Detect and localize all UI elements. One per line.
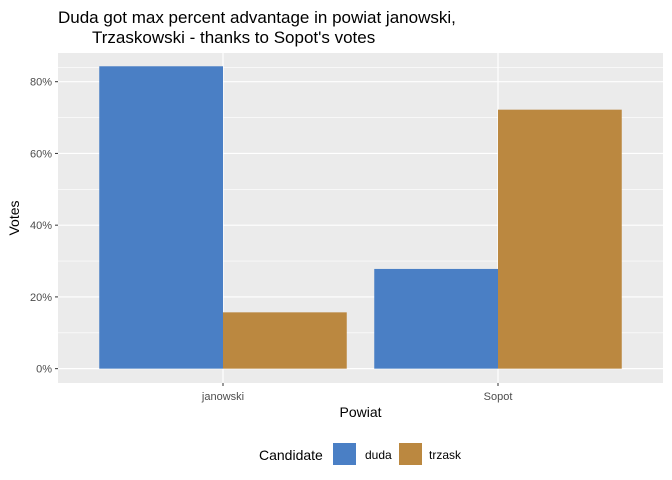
legend-label-duda: duda bbox=[365, 448, 392, 462]
chart-title-line-2: Trzaskowski - thanks to Sopot's votes bbox=[92, 28, 375, 47]
y-axis-title: Votes bbox=[6, 200, 22, 235]
bars bbox=[99, 66, 622, 369]
x-axis-title: Powiat bbox=[339, 404, 381, 420]
legend: Candidate duda trzask bbox=[259, 443, 462, 465]
legend-title: Candidate bbox=[259, 447, 323, 463]
x-axis-ticks: janowski Sopot bbox=[201, 383, 512, 403]
legend-label-trzask: trzask bbox=[429, 448, 462, 462]
chart-title-line-1: Duda got max percent advantage in powiat… bbox=[58, 8, 456, 27]
x-tick-label: Sopot bbox=[484, 391, 513, 403]
y-tick-label: 40% bbox=[30, 220, 52, 232]
x-tick-label: janowski bbox=[201, 391, 244, 403]
legend-swatch-duda bbox=[333, 443, 356, 465]
bar-trzask-sopot bbox=[498, 109, 622, 369]
y-tick-label: 80% bbox=[30, 77, 52, 89]
y-tick-label: 20% bbox=[30, 292, 52, 304]
y-tick-label: 0% bbox=[36, 364, 52, 376]
bar-duda-janowski bbox=[99, 66, 223, 369]
bar-trzask-janowski bbox=[223, 312, 347, 369]
bar-duda-sopot bbox=[374, 268, 498, 369]
y-axis-ticks: 0% 20% 40% 60% 80% bbox=[30, 77, 58, 376]
y-tick-label: 60% bbox=[30, 148, 52, 160]
legend-swatch-trzask bbox=[399, 443, 422, 465]
